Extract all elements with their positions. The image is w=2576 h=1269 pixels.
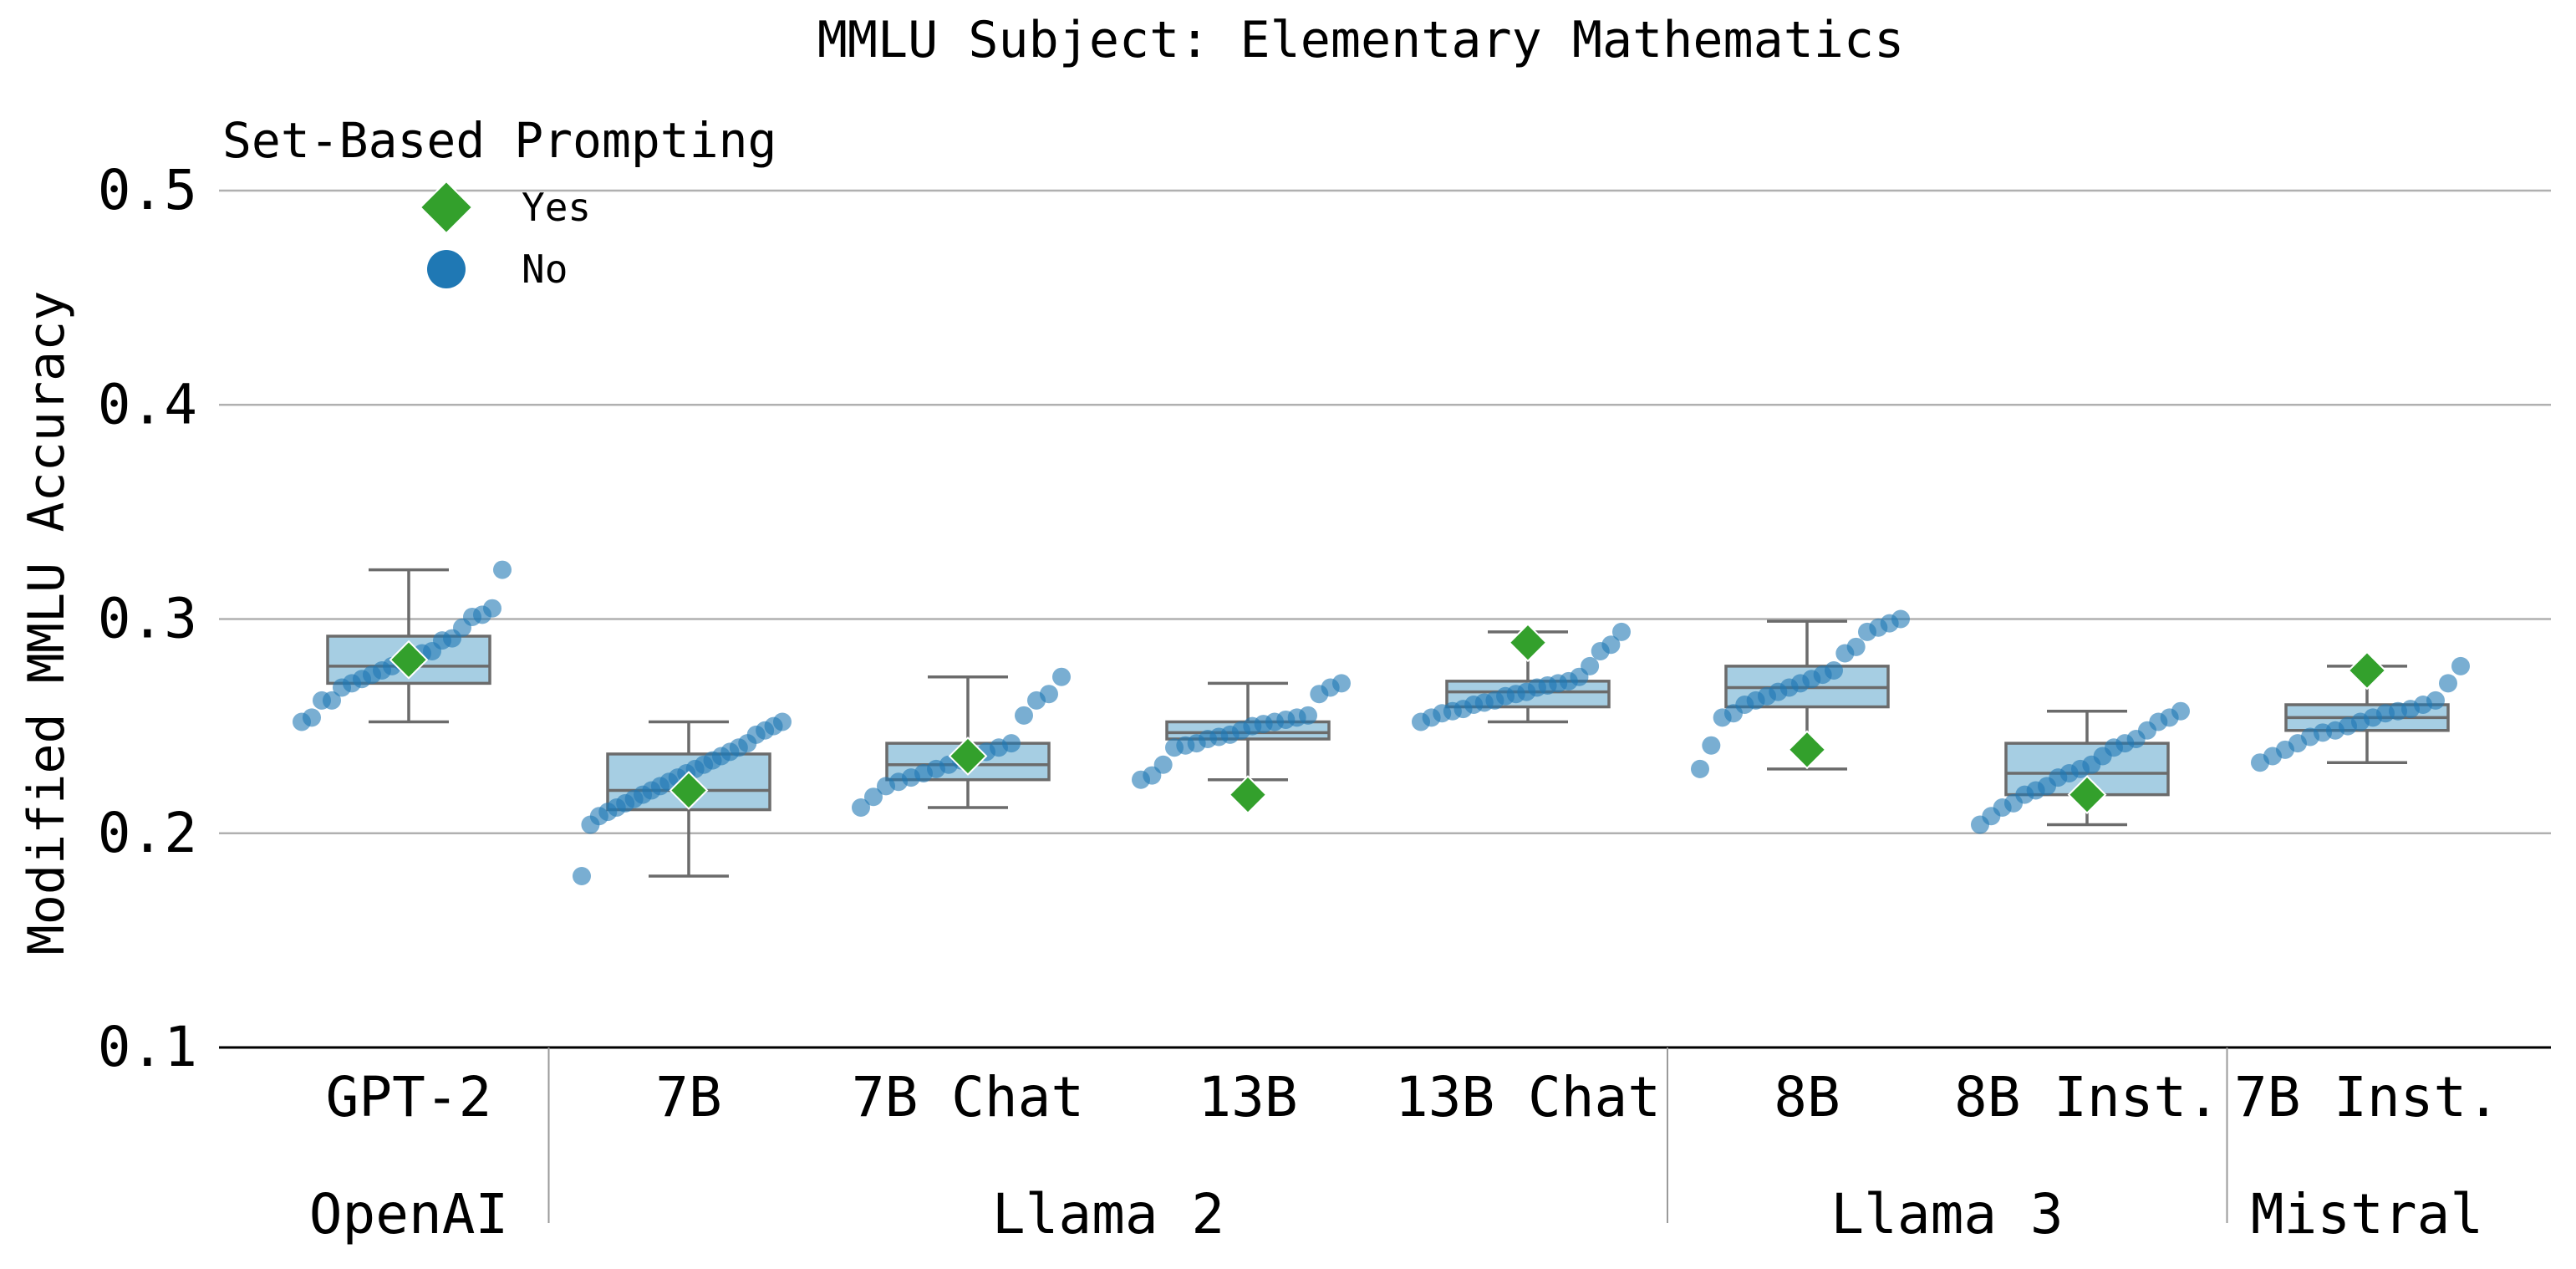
no-point bbox=[1891, 609, 1910, 629]
y-tick-label: 0.3 bbox=[98, 587, 197, 651]
y-tick-label: 0.4 bbox=[98, 372, 197, 436]
no-point bbox=[852, 798, 870, 817]
no-point bbox=[303, 708, 321, 727]
yes-marker bbox=[1228, 775, 1268, 815]
boxes bbox=[326, 568, 2450, 878]
no-point bbox=[773, 712, 792, 731]
yes-marker bbox=[669, 771, 709, 810]
no-point bbox=[1052, 667, 1071, 686]
yes-marker bbox=[2347, 650, 2387, 691]
x-tick-label: 13B bbox=[1198, 1065, 1297, 1129]
no-point bbox=[1153, 755, 1173, 774]
yes-marker bbox=[1508, 623, 1548, 663]
group-labels: OpenAI Llama 2 Llama 3 Mistral bbox=[309, 1182, 2483, 1246]
legend-marker-yes bbox=[419, 180, 474, 235]
y-tick-labels: 0.1 0.2 0.3 0.4 0.5 bbox=[98, 158, 197, 1079]
legend-label: No bbox=[522, 247, 568, 292]
no-point bbox=[1825, 661, 1843, 680]
no-point bbox=[1691, 759, 1709, 778]
yes-marker bbox=[2067, 775, 2107, 815]
no-point bbox=[1040, 685, 1058, 704]
y-gridlines bbox=[219, 189, 2551, 834]
group-label: Mistral bbox=[2251, 1182, 2483, 1246]
no-point bbox=[1581, 656, 1600, 675]
group-label: Llama 2 bbox=[992, 1182, 1224, 1246]
no-point bbox=[1332, 674, 1351, 693]
no-point bbox=[864, 787, 883, 807]
yes-marker bbox=[948, 736, 988, 776]
y-axis-label: Modified MMLU Accuracy bbox=[18, 291, 76, 956]
no-point bbox=[573, 867, 591, 885]
legend: Set-Based Prompting Yes No bbox=[222, 112, 776, 292]
chart-title: MMLU Subject: Elementary Mathematics bbox=[817, 11, 1904, 69]
group-label: Llama 3 bbox=[1830, 1182, 2063, 1246]
no-point bbox=[1002, 734, 1021, 753]
x-tick-label: 8B bbox=[1774, 1065, 1840, 1129]
y-tick-label: 0.1 bbox=[98, 1015, 197, 1079]
no-points bbox=[293, 560, 2470, 885]
y-tick-label: 0.2 bbox=[98, 801, 197, 865]
x-tick-label: 7B Chat bbox=[852, 1065, 1084, 1129]
no-point bbox=[2171, 701, 2190, 721]
no-point bbox=[2439, 674, 2457, 693]
x-tick-label: 13B Chat bbox=[1395, 1065, 1661, 1129]
no-point bbox=[323, 691, 341, 710]
no-point bbox=[1702, 736, 1721, 755]
no-point bbox=[1601, 635, 1621, 655]
yes-marker bbox=[1787, 730, 1827, 770]
x-tick-label: 7B bbox=[655, 1065, 721, 1129]
no-point bbox=[483, 599, 501, 618]
no-point bbox=[1299, 706, 1317, 725]
legend-marker-no bbox=[427, 250, 466, 288]
no-point bbox=[1612, 622, 1631, 641]
yes-marker bbox=[389, 640, 429, 680]
x-tick-label: 8B Inst. bbox=[1954, 1065, 2220, 1129]
group-label: OpenAI bbox=[309, 1182, 508, 1246]
no-point bbox=[2451, 656, 2470, 675]
yes-markers bbox=[389, 623, 2387, 815]
x-tick-label: GPT-2 bbox=[326, 1065, 492, 1129]
no-point bbox=[2426, 691, 2445, 710]
x-tick-label: 7B Inst. bbox=[2234, 1065, 2500, 1129]
legend-title: Set-Based Prompting bbox=[222, 112, 776, 169]
x-tick-labels: GPT-2 7B 7B Chat 13B 13B Chat 8B 8B Inst. 7B In… bbox=[326, 1065, 2500, 1129]
y-tick-label: 0.5 bbox=[98, 158, 197, 222]
group-separators bbox=[547, 1047, 2228, 1223]
no-point bbox=[1015, 706, 1033, 725]
legend-label: Yes bbox=[522, 185, 591, 230]
no-point bbox=[1846, 637, 1866, 656]
no-point bbox=[493, 560, 512, 579]
